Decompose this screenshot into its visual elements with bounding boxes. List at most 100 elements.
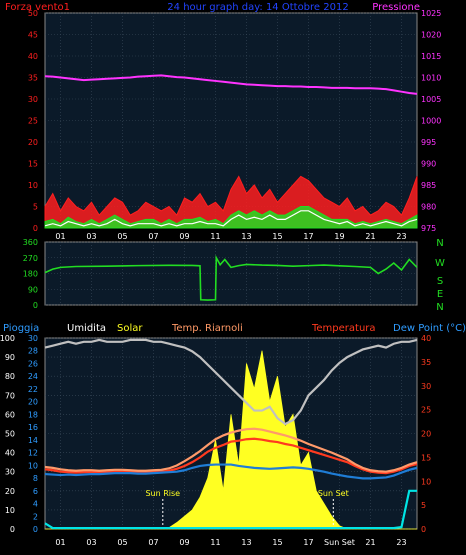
x-axis-tick-label: 11	[210, 538, 220, 547]
temperature-humidity-panel: Sun Rise Sun Set 010203040506070809010002…	[0, 334, 431, 547]
x-axis-tick-label: 17	[303, 232, 313, 241]
solar-tick-label: 14	[28, 436, 38, 445]
humidity-tick-label: 50	[5, 430, 15, 439]
left-axis-tick-label: 35	[28, 74, 38, 83]
pressure-series	[44, 74, 418, 95]
solar-tick-label: 24	[28, 372, 38, 381]
solar-tick-label: 22	[28, 385, 38, 394]
temperature-tick-label: 0	[421, 525, 426, 534]
solar-tick-label: 6	[33, 487, 38, 496]
left-axis-tick-label: 40	[28, 52, 38, 61]
humidity-tick-label: 80	[5, 372, 15, 381]
temperature-tick-label: 40	[421, 334, 431, 343]
x-axis-tick-label: 17	[303, 538, 313, 547]
temperature-tick-label: 20	[421, 430, 431, 439]
left-axis-tick-label: 20	[28, 138, 38, 147]
left-axis-tick-label: 0	[33, 224, 38, 233]
right-axis-tick-label: 980	[421, 203, 436, 212]
left-axis-tick-label: 30	[28, 95, 38, 104]
solar-tick-label: 30	[28, 334, 38, 343]
x-axis-tick-label: 05	[117, 538, 127, 547]
direction-tick-label: 360	[23, 238, 38, 247]
solar-tick-label: 16	[28, 423, 38, 432]
temperature-tick-label: 25	[421, 406, 431, 415]
x-axis-tick-label: 19	[334, 232, 344, 241]
temperature-tick-label: 30	[421, 382, 431, 391]
compass-label: E	[437, 289, 443, 300]
right-axis-tick-label: 995	[421, 138, 436, 147]
left-axis-tick-label: 45	[28, 31, 38, 40]
humidity-tick-label: 100	[0, 334, 15, 343]
solar-tick-label: 28	[28, 347, 38, 356]
legend-label: Pioggia	[3, 323, 39, 334]
compass-label: N	[436, 238, 443, 249]
x-axis-tick-label: 21	[365, 232, 375, 241]
direction-tick-label: 0	[33, 301, 38, 310]
x-axis-tick-label: 03	[86, 538, 96, 547]
legend-label: Dew Point (°C)	[393, 323, 466, 334]
pressure-label: Pressione	[372, 2, 420, 13]
left-axis-tick-label: 15	[28, 160, 38, 169]
left-axis-tick-label: 5	[33, 203, 38, 212]
solar-tick-label: 8	[33, 474, 38, 483]
wind-strength-label: Forza vento1	[5, 2, 70, 13]
temperature-tick-label: 10	[421, 477, 431, 486]
x-axis-tick-label: 07	[148, 538, 158, 547]
x-axis-tick-label: 15	[272, 538, 282, 547]
right-axis-tick-label: 1000	[421, 117, 441, 126]
left-axis-tick-label: 10	[28, 181, 38, 190]
wind-direction-series	[44, 254, 418, 301]
wind-white-series	[44, 210, 418, 227]
rain-series	[44, 489, 417, 530]
humidity-tick-label: 0	[10, 525, 15, 534]
humidity-tick-label: 90	[5, 353, 15, 362]
solar-tick-label: 10	[28, 461, 38, 470]
left-axis-tick-label: 25	[28, 117, 38, 126]
humidity-tick-label: 10	[5, 506, 15, 515]
direction-tick-label: 90	[28, 285, 38, 294]
compass-label: S	[437, 276, 443, 287]
x-axis-tick-label: 11	[210, 232, 220, 241]
x-axis-tick-label: 15	[272, 232, 282, 241]
temperature-legend: Pioggia Umidita Solar Temp. Riarnoli Tempera…	[3, 323, 466, 334]
x-axis-tick-label: 13	[241, 538, 251, 547]
right-axis-tick-label: 1005	[421, 95, 441, 104]
solar-tick-label: 0	[33, 525, 38, 534]
humidity-tick-label: 70	[5, 391, 15, 400]
x-axis-tick-label: 09	[179, 232, 189, 241]
temperature-tick-label: 5	[421, 501, 426, 510]
x-axis-tick-label: 23	[396, 232, 406, 241]
right-axis-tick-label: 1010	[421, 74, 441, 83]
legend-label: Umidita	[67, 323, 106, 334]
x-axis-tick-label: 23	[396, 538, 406, 547]
right-axis-tick-label: 975	[421, 224, 436, 233]
humidity-tick-label: 20	[5, 487, 15, 496]
humidity-tick-label: 40	[5, 449, 15, 458]
legend-label: Solar	[117, 323, 143, 334]
wind-green-series	[44, 206, 418, 229]
temperature-series	[44, 437, 418, 475]
left-axis-tick-label: 50	[28, 9, 38, 18]
temperature-tick-label: 15	[421, 453, 431, 462]
right-axis-tick-label: 1015	[421, 52, 441, 61]
x-axis-tick-label: 01	[55, 538, 65, 547]
temperature-tick-label: 35	[421, 358, 431, 367]
wind-pressure-panel: 0510152025303540455097598098599099510001…	[28, 9, 442, 241]
solar-tick-label: 12	[28, 449, 38, 458]
graph-title: 24 hour graph day: 14 Ottobre 2012	[167, 2, 348, 13]
dew-point-series	[44, 463, 418, 480]
humidity-tick-label: 60	[5, 410, 15, 419]
x-axis-tick-label: 03	[86, 232, 96, 241]
compass-label: N	[436, 302, 443, 313]
direction-tick-label: 180	[23, 270, 38, 279]
x-axis-tick-label: 13	[241, 232, 251, 241]
x-axis-tick-label: 09	[179, 538, 189, 547]
x-axis-tick-label: Sun Set	[324, 538, 355, 547]
humidity-tick-label: 30	[5, 468, 15, 477]
humidity-series	[44, 338, 418, 426]
solar-tick-label: 18	[28, 410, 38, 419]
legend-label: Temperatura	[311, 323, 376, 334]
x-axis-tick-label: 07	[148, 232, 158, 241]
